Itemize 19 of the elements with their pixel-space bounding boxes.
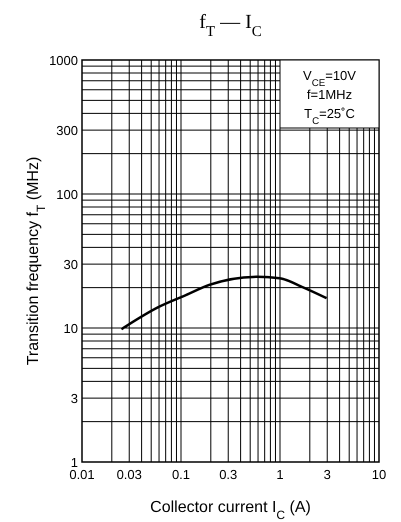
y-tick-label: 1000 [49,53,78,68]
x-tick-label: 3 [324,467,331,482]
chart-title: f$_{T}$ — I$_{C}$ [199,11,262,40]
x-tick-label: 0.03 [116,467,142,482]
y-tick-label: 3 [70,391,78,406]
y-tick-label: 10 [64,321,78,336]
annotation: T$_{C}$=25˚C [304,106,355,126]
x-tick-label: 0.1 [172,467,190,482]
y-tick-label: 1 [70,455,78,470]
annotation: V$_{CE}$=10V [303,68,356,88]
x-axis-title: Collector current I$_{C}$ (A) [150,499,311,522]
y-tick-label: 30 [64,257,78,272]
x-tick-label: 1 [276,467,284,482]
y-tick-label: 300 [56,123,78,138]
annotation: f=1MHz [306,87,352,102]
x-tick-label: 0.3 [219,467,238,482]
x-tick-label: 10 [372,467,386,482]
x-tick-label: 0.01 [69,467,95,482]
y-tick-label: 100 [56,187,78,202]
